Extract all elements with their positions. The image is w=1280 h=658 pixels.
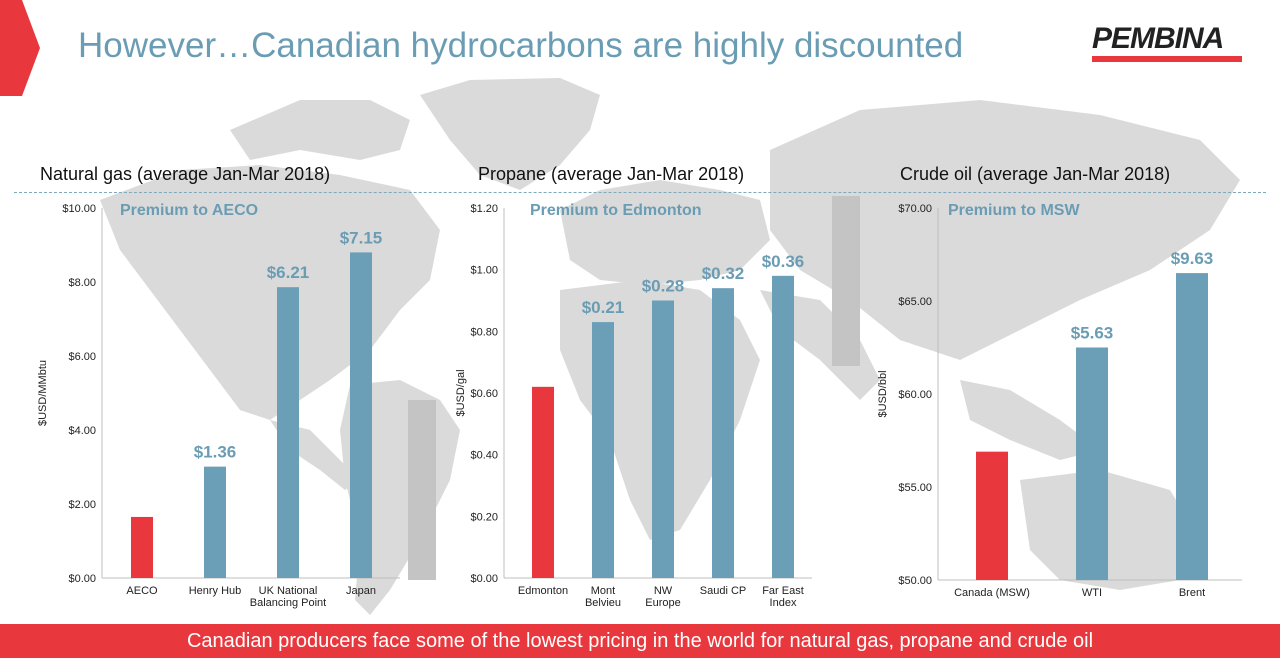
y-tick-label: $1.20 <box>470 203 498 215</box>
y-tick-label: $1.00 <box>470 265 498 277</box>
x-category-label: Far East Index <box>762 585 804 609</box>
premium-label: $7.15 <box>340 228 383 247</box>
x-category-label: NW Europe <box>645 585 680 609</box>
x-category-label-line: WTI <box>1082 587 1102 599</box>
chart-subtitle: Premium to MSW <box>948 202 1080 219</box>
y-axis-label: $USD/MMbtu <box>37 360 49 426</box>
bar-3 <box>712 288 734 578</box>
y-tick-label: $0.80 <box>470 326 498 338</box>
bar-2 <box>1176 273 1208 580</box>
crude-oil-chart-title: Crude oil (average Jan-Mar 2018) <box>900 164 1171 184</box>
x-category-label: Edmonton <box>518 585 568 597</box>
footer-banner: Canadian producers face some of the lowe… <box>0 624 1280 658</box>
premium-label: $1.36 <box>194 443 237 462</box>
y-tick-label: $0.20 <box>470 511 498 523</box>
bar-0 <box>976 451 1008 580</box>
y-tick-label: $0.00 <box>470 573 498 585</box>
pembina-logo: PEMBINA <box>1088 22 1256 64</box>
y-tick-label: $6.00 <box>68 351 96 363</box>
bar-3 <box>350 252 372 578</box>
bar-1 <box>592 322 614 578</box>
x-category-label-line: Index <box>770 597 797 609</box>
x-category-label-line: UK National <box>259 585 318 597</box>
bar-0 <box>532 386 554 578</box>
x-category-label: Mont Belvieu <box>585 585 621 609</box>
y-tick-label: $70.00 <box>898 203 932 215</box>
y-tick-label: $0.60 <box>470 388 498 400</box>
x-category-label-line: Europe <box>645 597 680 609</box>
bar-1 <box>204 466 226 578</box>
x-category-label-line: Balancing Point <box>250 597 326 609</box>
natural-gas-chart-title: Natural gas (average Jan-Mar 2018) <box>40 164 331 184</box>
y-axis-label: $USD/bbl <box>877 370 889 417</box>
bar-1 <box>1076 347 1108 580</box>
x-category-label: Henry Hub <box>189 585 242 597</box>
logo-wordmark: PEMBINA <box>1092 22 1224 55</box>
y-tick-label: $65.00 <box>898 296 932 308</box>
crude-oil-chart: $50.00 $55.00 $60.00 $65.00 $70.00 $USD/bbl Pr… <box>877 202 1242 599</box>
chart-subtitle: Premium to Edmonton <box>530 202 702 219</box>
x-category-label-line: Brent <box>1179 587 1205 599</box>
section-divider <box>14 192 1266 193</box>
propane-chart-title: Propane (average Jan-Mar 2018) <box>478 164 745 184</box>
bar-2 <box>652 300 674 578</box>
premium-label: $5.63 <box>1071 324 1114 343</box>
x-category-label-line: Belvieu <box>585 597 621 609</box>
slide-title: However…Canadian hydrocarbons are highly… <box>78 26 964 65</box>
y-tick-label: $2.00 <box>68 499 96 511</box>
x-category-label: Brent <box>1179 587 1205 599</box>
premium-label: $0.32 <box>702 264 745 283</box>
x-category-label-line: Far East <box>762 585 804 597</box>
premium-label: $0.28 <box>642 277 685 296</box>
slide-chevron-marker <box>0 0 40 96</box>
y-tick-label: $0.00 <box>68 573 96 585</box>
footer-text: Canadian producers face some of the lowe… <box>186 630 1094 652</box>
y-tick-label: $60.00 <box>898 389 932 401</box>
premium-label: $6.21 <box>267 263 310 282</box>
propane-chart: $0.00 $0.20 $0.40 $0.60 $0.80 $1.00 $1.20 $USD/… <box>455 202 812 609</box>
x-category-label: Japan <box>346 585 376 597</box>
y-tick-label: $50.00 <box>898 575 932 587</box>
x-category-label-line: Canada (MSW) <box>954 587 1030 599</box>
y-tick-label: $55.00 <box>898 482 932 494</box>
x-category-label-line: Henry Hub <box>189 585 242 597</box>
x-category-label-line: Mont <box>591 585 615 597</box>
bar-4 <box>772 275 794 578</box>
y-tick-label: $10.00 <box>62 203 96 215</box>
x-category-label: AECO <box>126 585 158 597</box>
premium-label: $0.21 <box>582 298 625 317</box>
y-tick-label: $0.40 <box>470 450 498 462</box>
x-category-label-line: NW <box>654 585 673 597</box>
x-category-label: Saudi CP <box>700 585 746 597</box>
x-category-label-line: AECO <box>126 585 158 597</box>
x-category-label-line: Japan <box>346 585 376 597</box>
premium-label: $9.63 <box>1171 249 1214 268</box>
y-axis-label: $USD/gal <box>455 369 467 416</box>
x-category-label-line: Saudi CP <box>700 585 746 597</box>
premium-label: $0.36 <box>762 252 805 271</box>
chart-subtitle: Premium to AECO <box>120 202 258 219</box>
bar-2 <box>277 287 299 578</box>
natural-gas-chart: $0.00 $2.00 $4.00 $6.00 $8.00 $10.00 $USD/MMbt… <box>37 202 400 609</box>
logo-underline <box>1092 56 1242 62</box>
x-category-label: UK National Balancing Point <box>250 585 326 609</box>
y-tick-label: $8.00 <box>68 277 96 289</box>
x-category-label: Canada (MSW) <box>954 587 1030 599</box>
bar-0 <box>131 516 153 578</box>
x-category-label: WTI <box>1082 587 1102 599</box>
x-category-label-line: Edmonton <box>518 585 568 597</box>
y-tick-label: $4.00 <box>68 425 96 437</box>
